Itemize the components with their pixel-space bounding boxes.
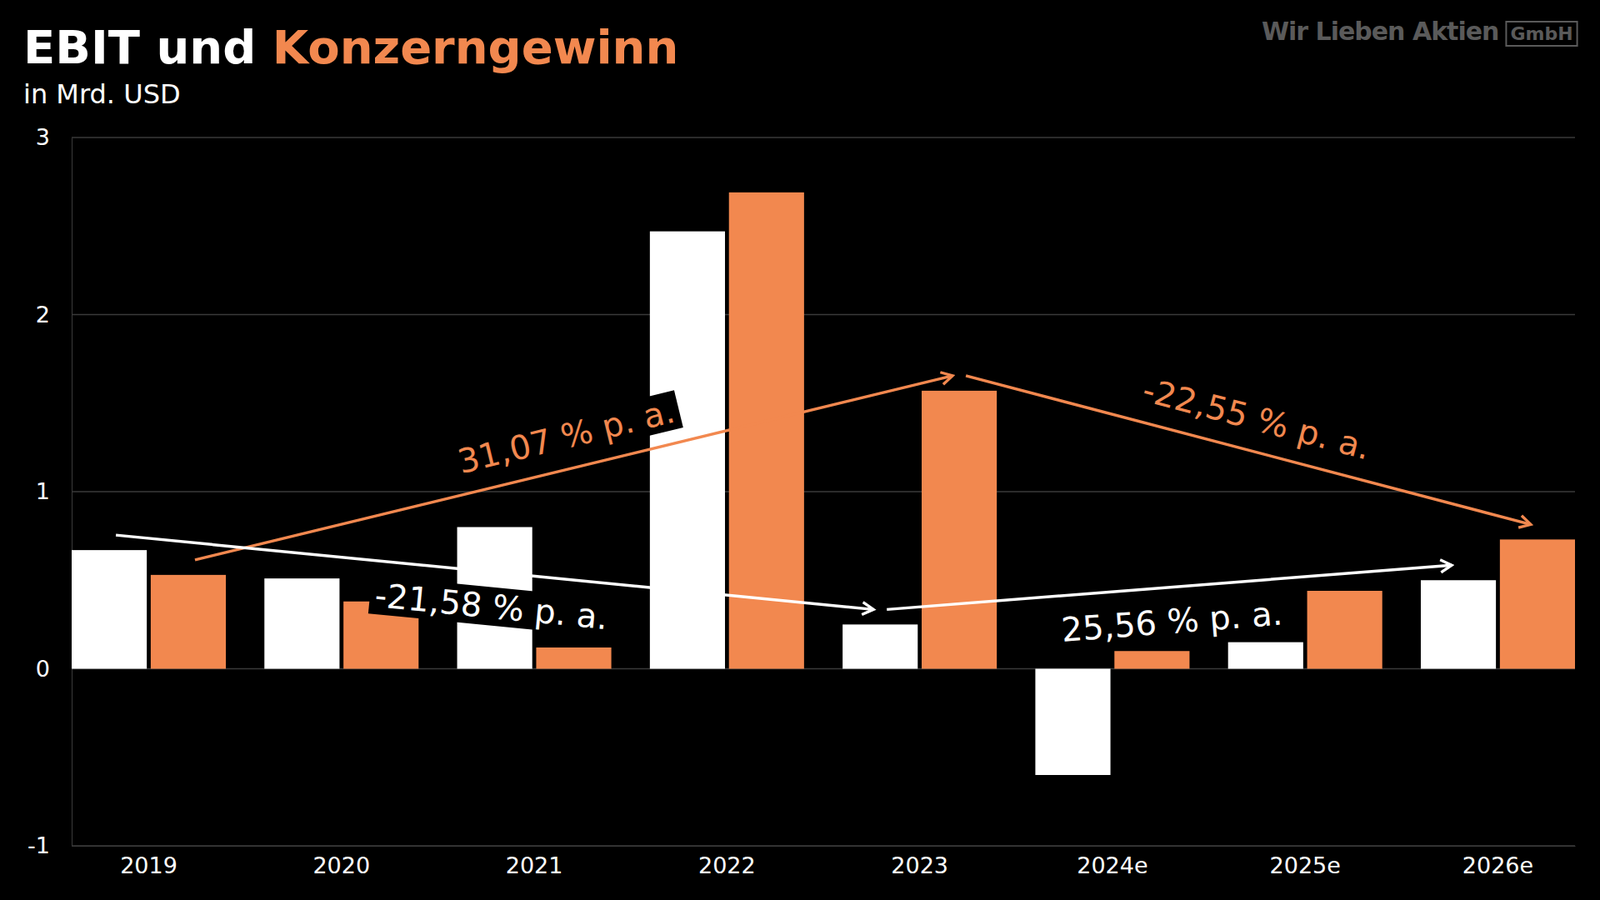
annotation-label: -22,55 % p. a.	[1138, 370, 1375, 467]
x-tick-label: 2026e	[1462, 852, 1534, 879]
annotation-label: 31,07 % p. a.	[454, 391, 679, 482]
bar	[1500, 539, 1575, 669]
annotation-label-bg	[449, 390, 684, 482]
x-tick: 2025e	[1270, 845, 1341, 879]
x-tick-label: 2022	[698, 852, 756, 879]
annotation-label-bg	[368, 575, 615, 637]
x-tick: 2022	[698, 845, 756, 879]
annotation-arrow	[195, 375, 953, 560]
grid-line	[71, 845, 1575, 847]
y-tick: 1	[35, 478, 72, 505]
grid-line	[71, 314, 1575, 316]
annotation-label: -21,58 % p. a.	[373, 575, 610, 637]
annotations: 31,07 % p. a. -22,55 % p. a. -21,58 % p. a…	[115, 369, 1531, 650]
grid-line	[71, 490, 1575, 493]
y-axis-line	[71, 138, 73, 847]
grid-line	[71, 136, 1575, 139]
annotation: -22,55 % p. a.	[1134, 369, 1380, 469]
x-tick-label: 2025e	[1270, 852, 1341, 879]
title: EBIT und Konzerngewinn	[23, 20, 679, 75]
grid	[71, 137, 1575, 846]
x-axis-line	[72, 845, 1576, 847]
x-tick: 2021	[505, 845, 564, 879]
y-tick-label: 3	[35, 124, 50, 150]
x-tick: 2020	[312, 845, 370, 879]
bar	[264, 578, 340, 669]
annotation-label-bg	[1055, 593, 1290, 650]
x-tick: 2024e	[1076, 845, 1148, 879]
annotation: -21,58 % p. a.	[368, 575, 615, 637]
y-tick: 0	[35, 655, 72, 682]
annotation-label-bg	[1134, 369, 1380, 469]
x-tick-label: 2021	[505, 852, 564, 879]
x-tick-label: 2020	[312, 852, 370, 879]
bar	[1228, 642, 1304, 670]
y-axis: -1 0 1 2 3	[27, 124, 72, 859]
x-tick: 2026e	[1462, 845, 1534, 879]
title-word: EBIT	[23, 20, 156, 75]
bar	[1307, 590, 1383, 670]
title-word: Konzerngewinn	[272, 20, 680, 75]
annotation: 31,07 % p. a.	[449, 390, 684, 482]
bar	[1114, 650, 1190, 669]
watermark-badge-box	[1505, 21, 1577, 46]
bar	[842, 624, 918, 669]
annotation: 25,56 % p. a.	[1055, 593, 1290, 650]
y-tick-label: -1	[27, 832, 50, 859]
y-tick-label: 0	[35, 655, 50, 682]
bar	[650, 231, 725, 670]
x-tick: 2023	[890, 845, 949, 879]
y-tick-label: 2	[35, 301, 50, 328]
y-tick: 2	[35, 301, 72, 328]
bar	[1420, 580, 1496, 669]
subtitle: in Mrd. USD	[23, 78, 181, 110]
y-tick-label: 1	[35, 478, 50, 505]
y-tick: -1	[27, 832, 72, 859]
bar	[71, 550, 147, 669]
title-word: und	[155, 20, 272, 75]
bars	[71, 192, 1575, 775]
watermark-badge: GmbH	[1510, 23, 1573, 45]
bar	[921, 390, 997, 670]
bar	[150, 575, 226, 670]
chart: EBIT und Konzerngewinnin Mrd. USDGmbHWir…	[0, 0, 1600, 900]
x-tick-label: 2024e	[1076, 852, 1148, 879]
x-tick-label: 2023	[890, 852, 949, 879]
x-tick: 2019	[120, 845, 178, 879]
bar	[1035, 669, 1110, 776]
watermark: Wir Lieben Aktien	[1261, 16, 1499, 46]
plot: -1 0 1 2 3 2019 2020 2021 2022 2023 2024e 2025e 2026…	[27, 124, 1575, 879]
series-bars	[150, 192, 1575, 670]
bar	[535, 647, 611, 670]
x-tick-label: 2019	[120, 852, 178, 879]
y-tick: 3	[35, 124, 72, 150]
annotation-label: 25,56 % p. a.	[1060, 593, 1285, 650]
x-axis: 2019 2020 2021 2022 2023 2024e 2025e 2026e	[72, 845, 1576, 879]
